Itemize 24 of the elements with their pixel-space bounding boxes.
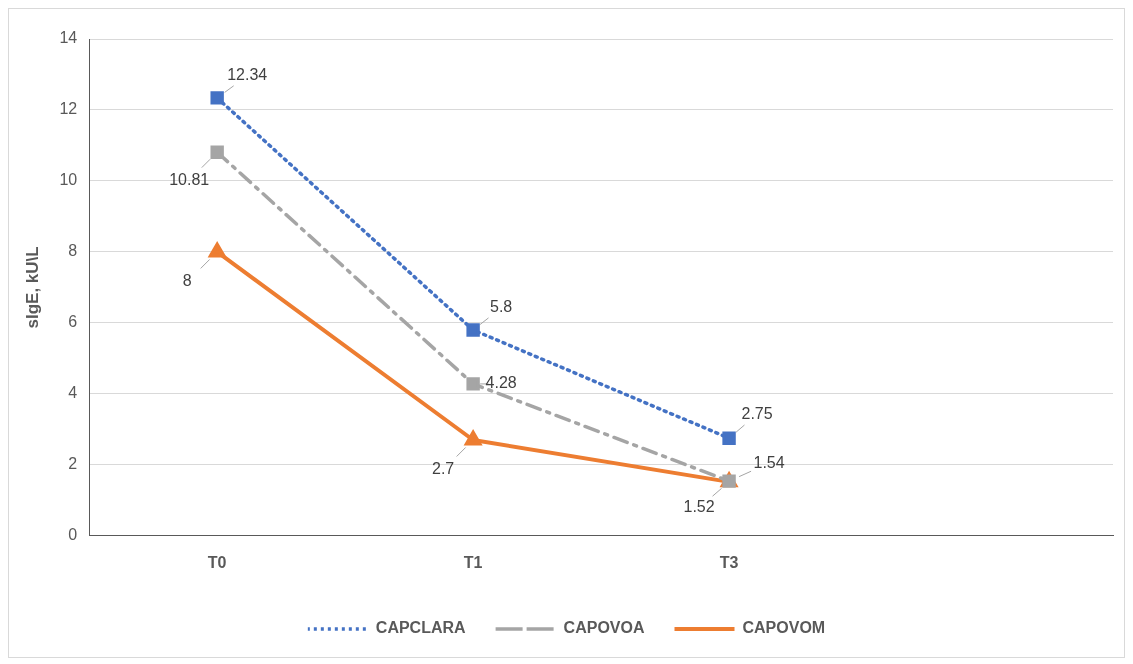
y-tick-label: 8 bbox=[68, 242, 78, 260]
y-tick-label: 2 bbox=[68, 455, 78, 473]
legend-label: CAPCLARA bbox=[375, 619, 467, 637]
data-label: 1.54 bbox=[753, 453, 785, 471]
y-tick-label: 6 bbox=[68, 313, 78, 331]
data-label: 8 bbox=[182, 272, 192, 290]
y-tick-label: 4 bbox=[68, 384, 78, 402]
data-label: 10.81 bbox=[169, 170, 210, 188]
legend-label: CAPOVOM bbox=[742, 619, 826, 637]
y-tick-label: 0 bbox=[68, 526, 78, 544]
x-tick-label: T0 bbox=[207, 553, 227, 571]
data-label: 5.8 bbox=[490, 298, 513, 316]
data-label: 12.34 bbox=[227, 66, 268, 84]
y-tick-label: 10 bbox=[59, 171, 78, 189]
data-label: 2.75 bbox=[741, 404, 773, 422]
y-axis-title: sIgE, kU\L bbox=[22, 246, 42, 329]
x-tick-label: T3 bbox=[719, 553, 739, 571]
y-tick-label: 14 bbox=[59, 29, 78, 47]
x-tick-label: T1 bbox=[463, 553, 483, 571]
legend-label: CAPOVOA bbox=[563, 619, 645, 637]
y-tick-label: 12 bbox=[59, 100, 78, 118]
data-label: 4.28 bbox=[485, 374, 517, 392]
data-label: 2.7 bbox=[432, 460, 455, 478]
data-label: 1.52 bbox=[683, 498, 715, 516]
